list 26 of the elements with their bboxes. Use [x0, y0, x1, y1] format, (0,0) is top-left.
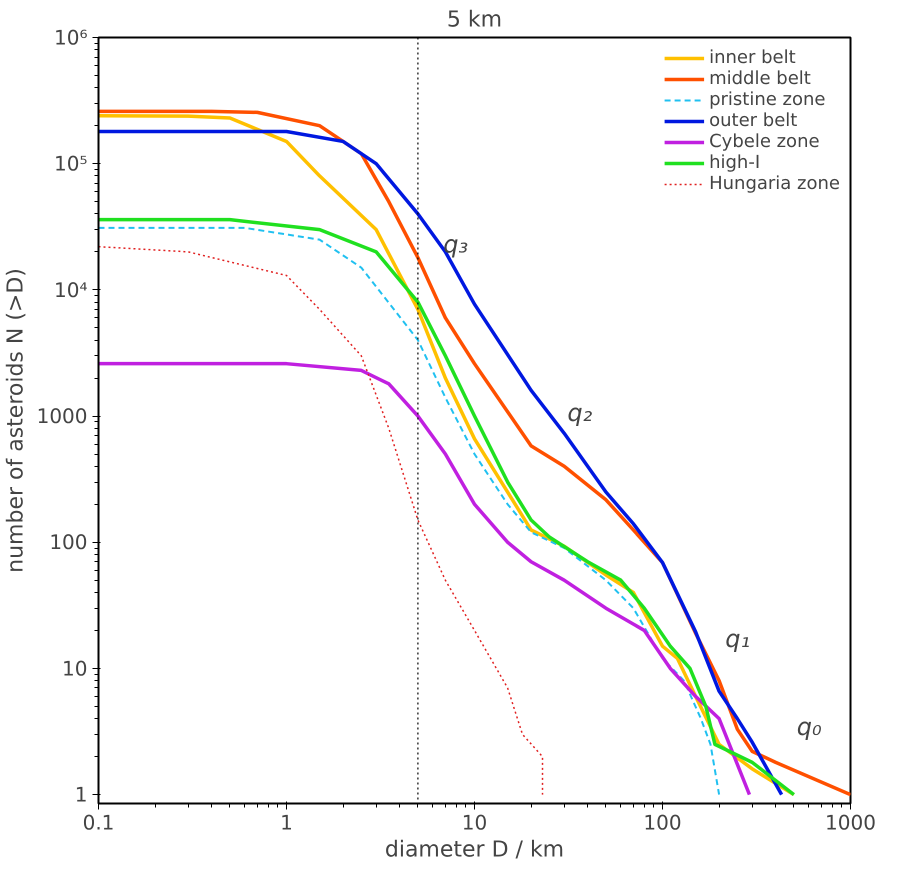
x-axis-title: diameter D / km [384, 838, 564, 862]
legend-label: middle belt [709, 68, 811, 89]
legend-label: inner belt [709, 47, 796, 68]
x-tick-label: 0.1 [82, 810, 114, 834]
annotation: q₀ [796, 712, 822, 741]
annotation: q₃ [443, 230, 468, 258]
y-tick-label: 10⁴ [54, 278, 88, 302]
x-tick-label: 1000 [825, 810, 876, 834]
chart-title: 5 km [446, 8, 502, 32]
x-tick-label: 10 [462, 810, 488, 834]
legend-label: high-I [709, 152, 760, 173]
legend-label: Hungaria zone [709, 173, 840, 194]
y-tick-label: 10 [62, 656, 88, 680]
y-tick-label: 10⁶ [54, 26, 88, 50]
y-axis-title: number of asteroids N (>D) [4, 268, 29, 573]
y-tick-label: 10⁵ [54, 152, 88, 176]
legend-label: pristine zone [709, 89, 826, 110]
y-tick-label: 1 [74, 782, 88, 807]
x-tick-label: 100 [643, 810, 682, 834]
annotation: q₁ [725, 624, 750, 653]
legend-label: outer belt [709, 110, 798, 131]
y-tick-label: 100 [49, 530, 88, 554]
y-tick-label: 1000 [36, 404, 88, 428]
annotation: q₂ [567, 398, 593, 427]
legend-label: Cybele zone [709, 131, 820, 152]
x-tick-label: 1 [280, 810, 293, 834]
